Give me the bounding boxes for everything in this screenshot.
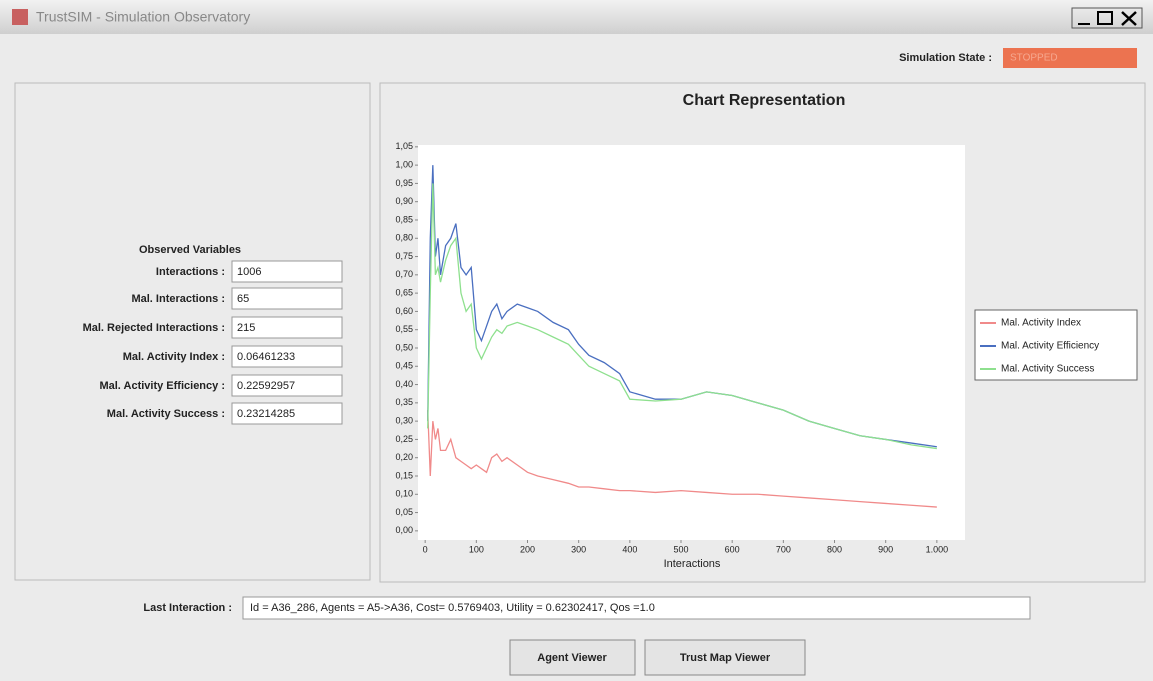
x-tick-label: 400 — [622, 544, 637, 554]
y-tick-label: 0,15 — [395, 470, 413, 480]
y-tick-label: 1,05 — [395, 141, 413, 151]
button-frame[interactable] — [644, 639, 806, 676]
legend — [974, 309, 1138, 381]
maximize[interactable] — [1097, 11, 1113, 25]
button-label[interactable]: Trust Map Viewer — [680, 652, 771, 664]
variable-field — [231, 402, 343, 425]
variable-value: 1006 — [237, 266, 261, 278]
y-tick-label: 0,95 — [395, 178, 413, 188]
controls-box[interactable] — [1071, 7, 1143, 29]
y-tick-label: 0,40 — [395, 379, 413, 389]
y-tick-label: 0,05 — [395, 507, 413, 517]
last-interaction-field — [242, 596, 1031, 620]
y-tick-label: 0,70 — [395, 269, 413, 279]
state-label: Simulation State : — [899, 52, 992, 64]
app-icon — [12, 9, 28, 25]
y-tick-label: 0,50 — [395, 342, 413, 352]
variable-label: Mal. Activity Efficiency : — [99, 380, 225, 392]
state-value: STOPPED — [1010, 53, 1058, 64]
x-tick-label: 800 — [827, 544, 842, 554]
series-line — [427, 410, 937, 508]
variable-label: Mal. Activity Index : — [123, 351, 225, 363]
x-tick-label: 1.000 — [926, 544, 949, 554]
plot-area — [418, 145, 965, 540]
legend-label: Mal. Activity Index — [1001, 318, 1081, 329]
x-tick-label: 300 — [571, 544, 586, 554]
button-frame[interactable] — [509, 639, 636, 676]
y-tick-label: 0,20 — [395, 452, 413, 462]
x-tick-label: 200 — [520, 544, 535, 554]
x-tick-label: 0 — [423, 544, 428, 554]
variable-value: 0.23214285 — [237, 408, 295, 420]
y-tick-label: 0,55 — [395, 324, 413, 334]
y-tick-label: 0,10 — [395, 489, 413, 499]
variable-field — [231, 287, 343, 310]
variable-field — [231, 316, 343, 339]
y-tick-label: 0,35 — [395, 397, 413, 407]
legend-label: Mal. Activity Efficiency — [1001, 341, 1099, 352]
series-line — [427, 183, 937, 450]
y-tick-label: 0,30 — [395, 416, 413, 426]
variable-label: Mal. Rejected Interactions : — [83, 322, 225, 334]
last-interaction-value: Id = A36_286, Agents = A5->A36, Cost= 0.… — [250, 602, 655, 614]
variable-value: 0.22592957 — [237, 380, 295, 392]
y-tick-label: 0,80 — [395, 233, 413, 243]
legend-label: Mal. Activity Success — [1001, 364, 1094, 375]
variable-value: 0.06461233 — [237, 351, 295, 363]
variable-value: 215 — [237, 322, 255, 334]
y-tick-label: 0,65 — [395, 288, 413, 298]
y-tick-label: 0,25 — [395, 434, 413, 444]
x-tick-label: 700 — [776, 544, 791, 554]
variable-field — [231, 345, 343, 368]
y-tick-label: 1,00 — [395, 159, 413, 169]
y-tick-label: 0,45 — [395, 361, 413, 371]
title-bar — [0, 0, 1153, 34]
variable-label: Interactions : — [156, 266, 225, 278]
y-tick-label: 0,85 — [395, 214, 413, 224]
agent-viewer-button[interactable]: Agent Viewer — [509, 639, 636, 676]
x-tick-label: 500 — [673, 544, 688, 554]
x-tick-label: 100 — [469, 544, 484, 554]
chart-title: Chart Representation — [683, 92, 846, 109]
close[interactable] — [1121, 11, 1137, 26]
variables-title: Observed Variables — [139, 244, 241, 256]
state-box — [1003, 48, 1137, 68]
variable-label: Mal. Interactions : — [131, 293, 225, 305]
button-label[interactable]: Agent Viewer — [537, 652, 607, 664]
trust-map-viewer-button[interactable]: Trust Map Viewer — [644, 639, 806, 676]
variable-field — [231, 374, 343, 397]
y-tick-label: 0,75 — [395, 251, 413, 261]
last-interaction-label: Last Interaction : — [143, 602, 232, 614]
x-tick-label: 900 — [878, 544, 893, 554]
variable-label: Mal. Activity Success : — [107, 408, 225, 420]
window-title: TrustSIM - Simulation Observatory — [36, 9, 250, 25]
window-controls[interactable] — [1071, 7, 1143, 29]
y-tick-label: 0,00 — [395, 525, 413, 535]
y-tick-label: 0,60 — [395, 306, 413, 316]
variable-value: 65 — [237, 293, 249, 305]
x-axis-label: Interactions — [664, 558, 721, 570]
variable-field — [231, 260, 343, 283]
x-tick-label: 600 — [725, 544, 740, 554]
y-tick-label: 0,90 — [395, 196, 413, 206]
